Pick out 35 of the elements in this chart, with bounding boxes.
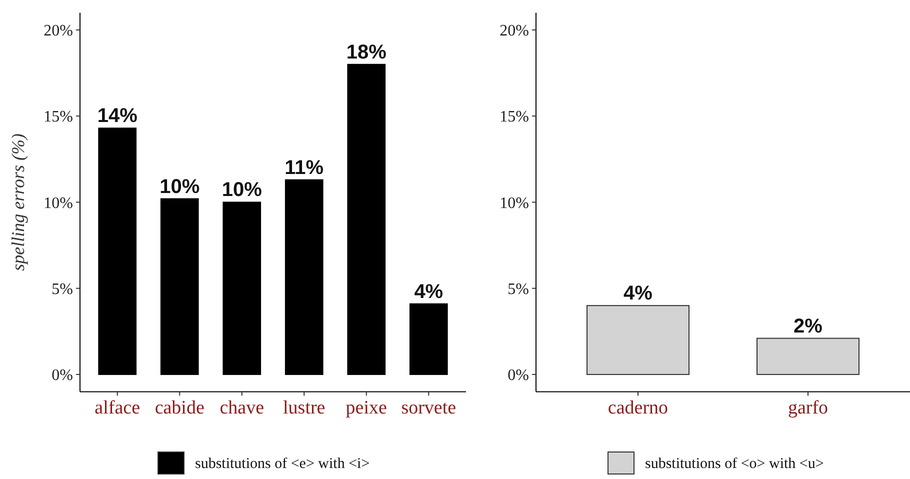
bar [160,198,199,375]
y-tick-label: 5% [508,280,529,298]
data-label: 18% [346,41,387,64]
y-tick-label: 20% [44,22,73,40]
data-label: 4% [624,282,653,305]
y-tick-label: 15% [500,108,529,126]
data-label: 14% [97,105,138,128]
y-tick-label: 10% [44,194,73,212]
bar [98,128,137,375]
y-tick-label: 0% [508,367,529,384]
x-tick-label: lustre [283,398,326,419]
y-axis-title: spelling errors (%) [8,134,28,271]
x-tick-label: garfo [788,398,828,419]
x-tick-label: alface [94,398,140,419]
legend-label: substitutions of <o> with <u> [645,456,824,472]
data-label: 2% [794,315,823,338]
x-tick-label: cabide [154,398,204,419]
y-tick-label: 20% [500,22,529,40]
data-label: 10% [160,176,200,198]
y-tick-label: 15% [44,108,73,126]
x-tick-label: peixe [346,398,387,419]
x-tick-label: caderno [608,398,668,419]
x-tick-label: chave [220,398,264,419]
x-tick-label: sorvete [401,398,456,419]
data-label: 11% [284,156,324,179]
bar [409,303,448,375]
legend-label: substitutions of <e> with <i> [195,456,370,472]
bar [284,179,324,375]
bar [222,202,262,375]
y-tick-label: 10% [500,194,529,212]
y-tick-label: 0% [52,367,73,384]
y-tick-label: 5% [52,280,73,298]
bar [347,64,386,375]
data-label: 4% [414,280,444,303]
data-label: 10% [222,179,262,202]
